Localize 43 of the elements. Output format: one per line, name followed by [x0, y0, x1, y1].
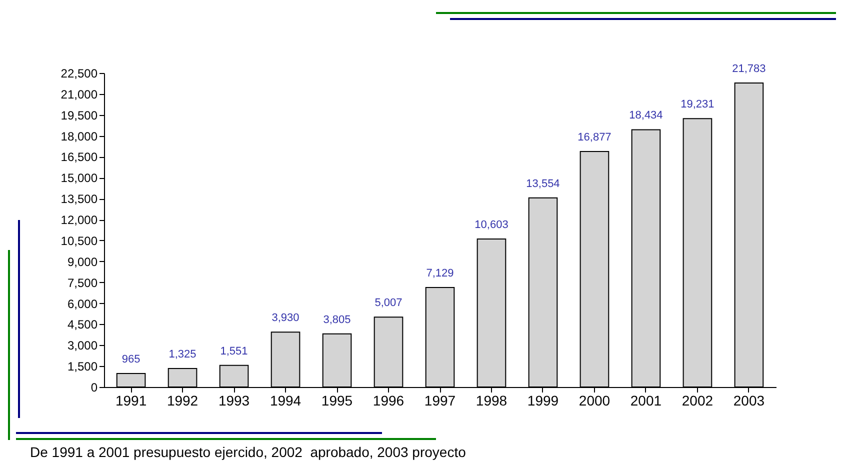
- data-label: 13,554: [526, 178, 560, 190]
- x-tick-label: 1992: [166, 392, 198, 408]
- y-tick-label: 9,000: [67, 254, 98, 269]
- x-tick-label: 1999: [527, 392, 559, 408]
- text: De 1991 a 2001 presupuesto ejercido, 2002 aprobado, 2003 proyecto: [30, 444, 466, 460]
- y-tick-label: 6,000: [67, 296, 98, 311]
- x-tick-label: 2000: [578, 392, 610, 408]
- data-label: 21,783: [732, 63, 766, 76]
- y-tick-label: 7,500: [67, 276, 98, 290]
- y-tick-label: 13,500: [60, 192, 98, 206]
- x-tick-label: 1993: [218, 392, 250, 408]
- x-tick-label: 1997: [424, 392, 456, 408]
- data-label: 1,325: [168, 348, 196, 361]
- y-tick-label: 1,500: [67, 360, 98, 374]
- data-label: 10,603: [474, 219, 508, 232]
- x-tick-label: 1994: [270, 392, 302, 408]
- x-tick-label: 1991: [115, 392, 147, 408]
- data-label: 18,434: [629, 110, 663, 122]
- data-label: 3,930: [272, 312, 300, 324]
- y-tick-label: 19,500: [60, 108, 98, 122]
- x-tick-label: 1995: [321, 392, 353, 408]
- y-tick-label: 15,000: [60, 171, 98, 186]
- y-tick-label: 22,500: [60, 66, 98, 80]
- x-tick-label: 1998: [476, 392, 508, 408]
- y-tick-label: 3,000: [67, 338, 98, 353]
- y-tick-label: 12,000: [60, 213, 98, 228]
- data-label: 3,805: [323, 314, 351, 326]
- data-label: 1,551: [220, 345, 248, 358]
- data-label: 19,231: [680, 98, 714, 111]
- x-tick-label: 2002: [682, 392, 714, 408]
- y-tick-label: 0: [90, 380, 98, 394]
- y-tick-label: 4,500: [67, 318, 98, 332]
- data-label: 16,877: [578, 131, 612, 144]
- y-tick-label: 16,500: [60, 150, 98, 164]
- data-label: 7,129: [426, 268, 454, 280]
- y-tick-label: 10,500: [60, 234, 98, 248]
- y-tick-label: 21,000: [60, 87, 98, 102]
- x-tick-label: 2003: [733, 392, 765, 408]
- x-tick-label: 2001: [630, 392, 662, 408]
- data-label: 965: [122, 354, 140, 366]
- x-tick-label: 1996: [372, 392, 404, 408]
- y-tick-label: 18,000: [60, 129, 98, 144]
- data-label: 5,007: [374, 297, 402, 310]
